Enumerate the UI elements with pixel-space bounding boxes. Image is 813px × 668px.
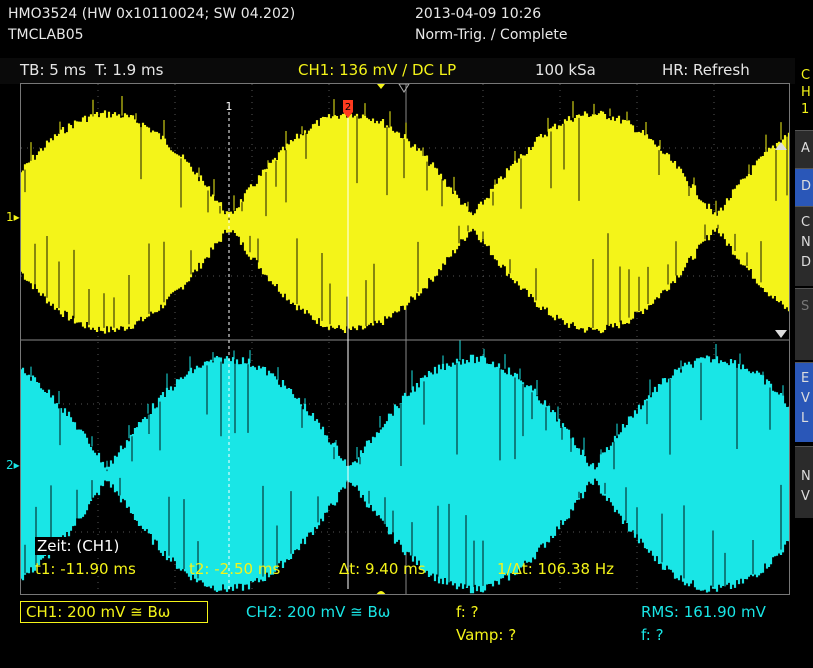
cursor-1-marker[interactable]: 1 [226,100,233,113]
timebase-label[interactable]: TB: 5 ms [20,61,87,79]
side-panel-header: C H 1 [795,60,813,130]
ch2-offset-marker[interactable]: 2▸ [6,458,20,472]
ch2-frequency-readout: f: ? [641,626,664,644]
acquisition-info-bar: TB: 5 ms T: 1.9 ms CH1: 136 mV / DC LP 1… [0,58,795,84]
softkey-3[interactable]: C N D [795,206,813,286]
softkey-6[interactable]: N V [795,446,813,518]
ch1-waveform [21,95,789,334]
ch1-offset-marker[interactable]: 1▸ [6,210,20,224]
ch1-frequency-readout: f: ? [456,603,479,621]
ch2-waveform [21,340,789,594]
waveform-display[interactable]: 2 1 Zeit: (CH1) t1: -11.90 ms t2: -2.50 … [20,83,790,595]
ch1-scale-button[interactable]: CH1: 200 mV ≅ Bω [20,601,208,623]
trigger-position-icon [377,84,385,89]
trigger-time-label[interactable]: T: 1.9 ms [95,61,164,79]
softkey-5[interactable]: E V L [795,362,813,442]
t2-readout: t2: -2.50 ms [189,560,281,578]
trigger-level-icon [398,84,410,93]
model-label: HMO3524 (HW 0x10110024; SW 04.202) [8,6,296,22]
acq-mode-label[interactable]: HR: Refresh [662,61,750,79]
measurement-title: Zeit: (CH1) [35,537,122,555]
trigger-bottom-icon [376,591,386,594]
cursor-2-marker[interactable]: 2 [343,100,353,118]
inverse-delta-t-readout: 1/Δt: 106.38 Hz [497,560,614,578]
scroll-up-icon[interactable] [775,142,787,150]
instrument-header: HMO3524 (HW 0x10110024; SW 04.202) TMCLA… [0,0,795,52]
trigger-status-label: Norm-Trig. / Complete [415,27,568,43]
ch2-rms-readout: RMS: 161.90 mV [641,603,766,621]
softkey-4[interactable]: S [795,288,813,360]
ch1-trigger-label[interactable]: CH1: 136 mV / DC LP [298,61,457,79]
scroll-down-icon[interactable] [775,330,787,338]
softkey-2[interactable]: D [795,168,813,206]
ch1-vamp-readout: Vamp: ? [456,626,517,644]
svg-text:2: 2 [345,102,351,113]
datetime-label: 2013-04-09 10:26 [415,6,542,22]
delta-t-readout: Δt: 9.40 ms [339,560,426,578]
t1-readout: t1: -11.90 ms [35,560,136,578]
waveform-svg: 2 1 [21,84,789,594]
softkey-1[interactable]: A [795,130,813,168]
sample-rate-label: 100 kSa [535,61,596,79]
lab-label: TMCLAB05 [8,27,84,43]
ch2-scale-button[interactable]: CH2: 200 mV ≅ Bω [246,603,391,621]
